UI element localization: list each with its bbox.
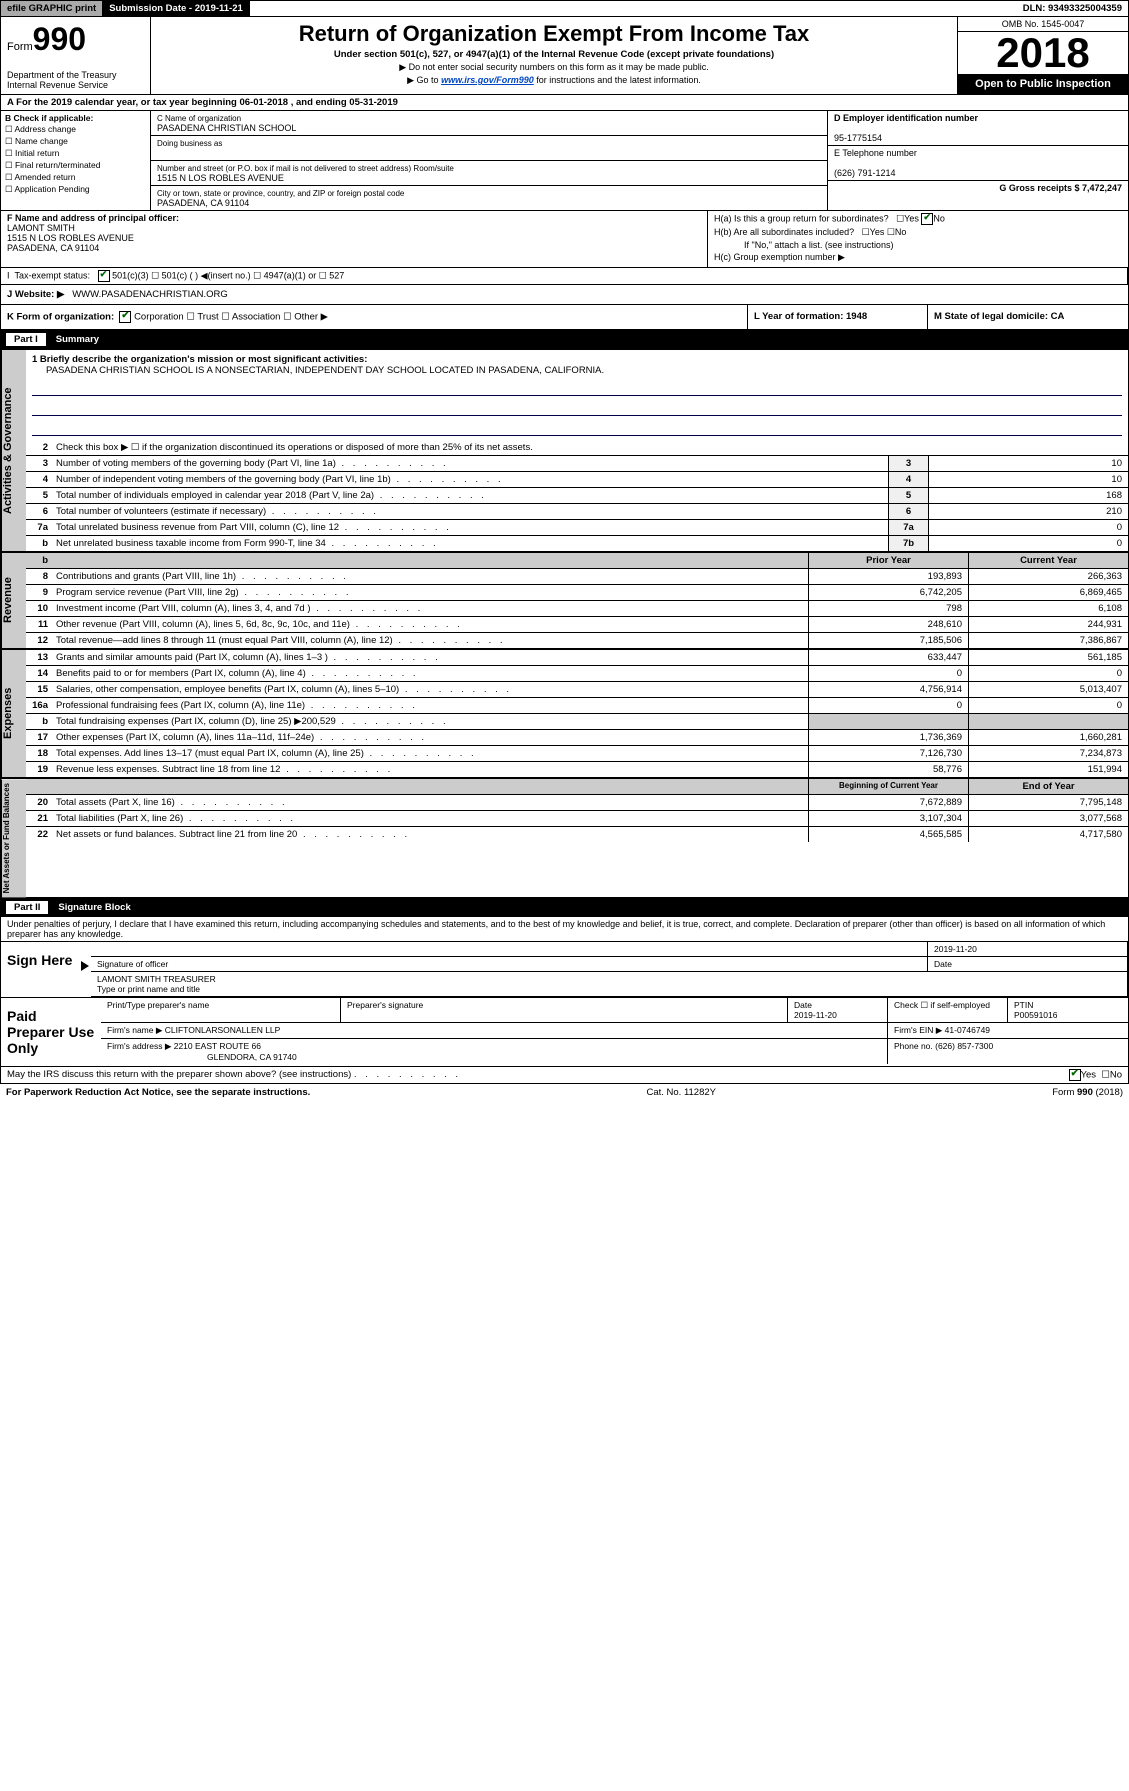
box-c-org-info: C Name of organizationPASADENA CHRISTIAN… <box>151 111 828 210</box>
row-a-period: A For the 2019 calendar year, or tax yea… <box>0 95 1129 111</box>
efile-button[interactable]: efile GRAPHIC print <box>1 1 103 16</box>
governance-section: Activities & Governance 1 Briefly descri… <box>0 349 1129 552</box>
part-1-header: Part ISummary <box>0 330 1129 349</box>
website-row: J Website: ▶ WWW.PASADENACHRISTIAN.ORG <box>0 285 1129 305</box>
discuss-row: May the IRS discuss this return with the… <box>0 1067 1129 1084</box>
irs-link[interactable]: www.irs.gov/Form990 <box>441 75 534 85</box>
paid-preparer-block: Paid Preparer Use Only Print/Type prepar… <box>0 998 1129 1067</box>
top-bar: efile GRAPHIC print Submission Date - 20… <box>0 0 1129 17</box>
instruction-2: ▶ Go to www.irs.gov/Form990 for instruct… <box>159 75 949 86</box>
row-k-org-form: K Form of organization: Corporation ☐ Tr… <box>0 305 1129 330</box>
arrow-icon <box>81 961 89 971</box>
expenses-section: Expenses 13Grants and similar amounts pa… <box>0 649 1129 778</box>
tax-year: 2018 <box>958 32 1128 74</box>
sign-here-block: Sign Here 2019-11-20 Signature of office… <box>0 942 1129 998</box>
revenue-section: Revenue bPrior YearCurrent Year 8Contrib… <box>0 552 1129 649</box>
part-2-header: Part IISignature Block <box>0 898 1129 917</box>
form-subtitle: Under section 501(c), 527, or 4947(a)(1)… <box>159 49 949 60</box>
mission-label: 1 Briefly describe the organization's mi… <box>32 354 1122 365</box>
tax-exempt-status: I Tax-exempt status: 501(c)(3) ☐ 501(c) … <box>1 268 1128 284</box>
box-h-group: H(a) Is this a group return for subordin… <box>708 211 1128 267</box>
dln: DLN: 93493325004359 <box>1017 1 1128 16</box>
mission-text: PASADENA CHRISTIAN SCHOOL IS A NONSECTAR… <box>32 365 1122 376</box>
submission-date: Submission Date - 2019-11-21 <box>103 1 250 16</box>
dept-label: Department of the TreasuryInternal Reven… <box>7 70 144 90</box>
netassets-section: Net Assets or Fund Balances Beginning of… <box>0 778 1129 898</box>
form-number: Form990 <box>7 21 144 58</box>
box-deg: D Employer identification number95-17751… <box>828 111 1128 210</box>
instruction-1: ▶ Do not enter social security numbers o… <box>159 62 949 73</box>
form-header: Form990 Department of the TreasuryIntern… <box>0 17 1129 95</box>
box-b-checkboxes: B Check if applicable: ☐ Address change … <box>1 111 151 210</box>
box-f-officer: F Name and address of principal officer:… <box>1 211 708 267</box>
declaration-text: Under penalties of perjury, I declare th… <box>0 917 1129 942</box>
form-title: Return of Organization Exempt From Incom… <box>159 21 949 47</box>
page-footer: For Paperwork Reduction Act Notice, see … <box>0 1084 1129 1101</box>
open-public: Open to Public Inspection <box>958 74 1128 94</box>
